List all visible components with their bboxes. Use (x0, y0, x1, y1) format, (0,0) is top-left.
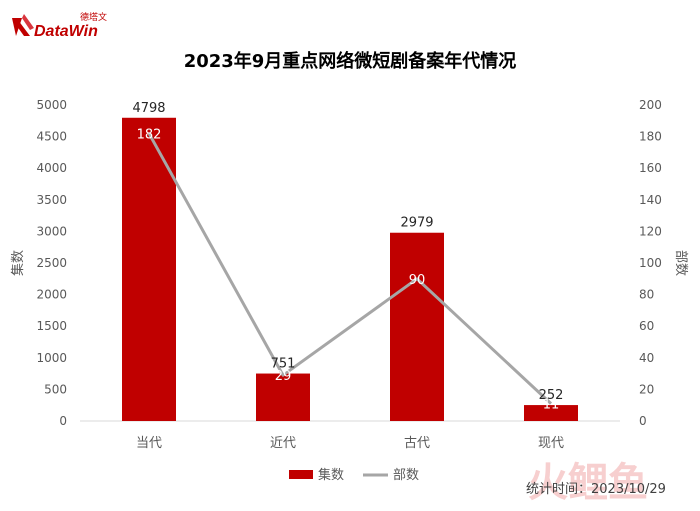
bar-value-label: 751 (271, 357, 296, 372)
x-tick-label: 当代 (136, 436, 162, 451)
y-right-tick-label: 180 (639, 130, 662, 144)
y-left-tick-label: 3000 (36, 224, 67, 238)
x-tick-label: 近代 (270, 436, 296, 451)
bar-series (122, 117, 578, 421)
line-value-label: 182 (137, 127, 162, 142)
legend-label-line: 部数 (393, 468, 419, 483)
y-axis-left-label: 集数 (10, 250, 26, 276)
y-axis-left-ticks: 0 500 1000 1500 2000 2500 3000 3500 4000 4500 5000 (36, 98, 67, 428)
y-left-tick-label: 4000 (36, 161, 67, 175)
legend-swatch-bar (289, 470, 313, 479)
bar (256, 373, 310, 421)
y-left-tick-label: 500 (44, 382, 67, 396)
y-right-tick-label: 100 (639, 256, 662, 270)
y-right-tick-label: 0 (639, 414, 647, 428)
y-right-tick-label: 120 (639, 224, 662, 238)
y-left-tick-label: 4500 (36, 130, 67, 144)
line-value-label: 90 (409, 273, 426, 288)
logo-name: DataWin (34, 23, 98, 40)
y-right-tick-label: 200 (639, 98, 662, 112)
line-path (147, 132, 553, 405)
bar (524, 405, 578, 421)
x-axis-ticks: 当代 近代 古代 现代 (136, 436, 564, 451)
bar-value-label: 4798 (132, 101, 165, 116)
footer-note: 统计时间：2023/10/29 (526, 482, 666, 497)
bar-value-label: 2979 (400, 216, 433, 231)
y-left-tick-label: 5000 (36, 98, 67, 112)
y-left-tick-label: 1000 (36, 351, 67, 365)
y-right-tick-label: 160 (639, 161, 662, 175)
data-labels: 4798 751 2979 252 182 29 90 11 (132, 101, 563, 413)
legend: 集数 部数 (289, 467, 419, 483)
logo-mark-icon (12, 14, 34, 36)
y-left-tick-label: 2000 (36, 288, 67, 302)
line-value-label: 29 (275, 369, 292, 384)
logo-chinese: 德塔文 (80, 11, 107, 23)
y-left-tick-label: 1500 (36, 319, 67, 333)
y-right-tick-label: 80 (639, 288, 654, 302)
y-axis-right-ticks: 0 20 40 60 80 100 120 140 160 180 200 (639, 98, 662, 428)
x-tick-label: 古代 (404, 436, 430, 451)
line-series (147, 132, 553, 405)
y-right-tick-label: 140 (639, 193, 662, 207)
bar (390, 232, 444, 421)
y-right-tick-label: 20 (639, 382, 654, 396)
datawin-logo: DataWin 德塔文 (12, 11, 107, 40)
bar-value-label: 252 (539, 388, 564, 403)
bar (122, 117, 176, 421)
x-tick-label: 现代 (538, 436, 564, 451)
line-value-label: 11 (543, 398, 560, 413)
y-right-tick-label: 60 (639, 319, 654, 333)
watermark: 火鲤鱼 (528, 460, 648, 506)
y-left-tick-label: 0 (59, 414, 67, 428)
y-left-tick-label: 3500 (36, 193, 67, 207)
y-left-tick-label: 2500 (36, 256, 67, 270)
chart-title: 2023年9月重点网络微短剧备案年代情况 (184, 50, 517, 72)
y-axis-right-label: 部数 (673, 250, 688, 276)
legend-label-bar: 集数 (318, 467, 344, 483)
y-right-tick-label: 40 (639, 351, 654, 365)
